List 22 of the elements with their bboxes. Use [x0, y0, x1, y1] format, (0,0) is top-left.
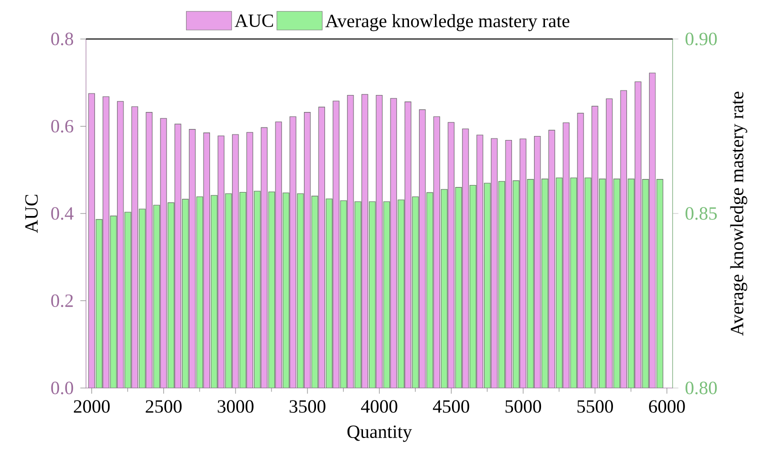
y2-tick-label: 0.80 — [686, 382, 717, 394]
x-tick-label: 3500 — [290, 400, 326, 413]
y-tick-label: 0.2 — [51, 294, 73, 308]
y-tick-label: 0.6 — [51, 120, 74, 133]
legend-label: AUC — [234, 14, 273, 28]
x-tick-label: 2000 — [74, 400, 110, 413]
y2-tick-label: 0.85 — [686, 207, 717, 220]
x-tick-label: 5000 — [506, 400, 542, 413]
x-axis-title: Quantity — [347, 425, 412, 442]
x-tick-label: 2500 — [146, 400, 182, 413]
x-tick-label: 3000 — [218, 400, 254, 413]
y2-axis-title: Average knowledge mastery rate — [730, 92, 748, 336]
legend-label: Average knowledge mastery rate — [325, 14, 570, 32]
y-tick-label: 0.8 — [51, 32, 74, 46]
x-tick-label: 6000 — [649, 400, 685, 413]
x-tick-label: 4500 — [432, 400, 470, 413]
x-tick-label: 5500 — [577, 400, 613, 413]
y-axis-title: AUC — [25, 194, 38, 234]
x-tick-label: 4000 — [361, 400, 398, 413]
y2-tick-label: 0.90 — [686, 32, 717, 46]
y-tick-label: 0.4 — [51, 207, 74, 220]
y-tick-label: 0.0 — [51, 382, 74, 394]
